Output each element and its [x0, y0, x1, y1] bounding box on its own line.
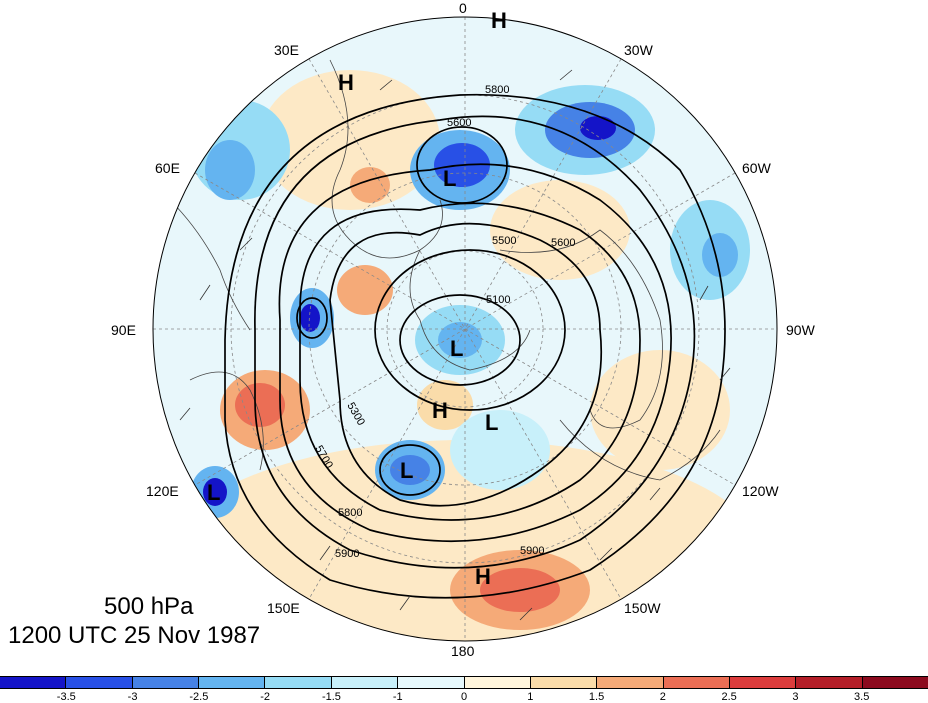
lon-label-120e: 120E [146, 483, 179, 499]
lon-label-180: 180 [451, 643, 475, 659]
lon-label-150e: 150E [267, 600, 300, 616]
colorbar-tick-label: -2 [260, 691, 271, 703]
high-pressure-marker: H [338, 70, 354, 95]
colorbar-cell [464, 677, 531, 688]
contour-label: 5900 [520, 545, 544, 557]
colorbar-cell [0, 677, 67, 688]
colorbar-tick-label: 1.5 [588, 691, 605, 703]
high-pressure-marker: H [491, 8, 507, 33]
colorbar-cell [398, 677, 465, 688]
colorbar [0, 676, 928, 689]
contour-label: 5900 [335, 548, 359, 560]
colorbar-cell [862, 677, 928, 688]
lon-label-0: 0 [459, 0, 467, 16]
geopotential-contours [224, 93, 726, 599]
low-pressure-marker: L [443, 166, 456, 191]
colorbar-tick-label: 2.5 [721, 691, 737, 703]
lon-label-90w: 90W [786, 322, 815, 338]
colorbar-cell [199, 677, 266, 688]
colorbar-tick-label: 3 [792, 691, 799, 703]
lon-label-60e: 60E [155, 160, 180, 176]
graticule [153, 17, 777, 641]
lon-label-60w: 60W [742, 160, 771, 176]
colorbar-tick-label: 2 [659, 691, 666, 703]
colorbar-cell [663, 677, 730, 688]
colorbar-cell [729, 677, 797, 688]
map-boundary [152, 16, 778, 642]
lon-label-30w: 30W [624, 42, 653, 58]
colorbar-cell [796, 677, 863, 688]
pressure-level-title: 500 hPa [104, 593, 194, 620]
colorbar-cell [265, 677, 332, 688]
lon-label-120w: 120W [742, 483, 779, 499]
colorbar-cell [66, 677, 133, 688]
coastlines [169, 59, 721, 481]
contour-label: 5600 [551, 237, 575, 249]
lon-label-90e: 90E [111, 322, 136, 338]
contour-label: 5500 [492, 235, 516, 247]
contour-label: 5100 [486, 294, 510, 306]
low-pressure-marker: L [207, 480, 220, 505]
colorbar-cell [132, 677, 200, 688]
colorbar-tick-label: 0 [460, 691, 468, 703]
colorbar-cell [530, 677, 598, 688]
low-pressure-marker: L [400, 458, 413, 483]
lon-label-150w: 150W [624, 600, 661, 616]
contour-label: 5800 [485, 84, 509, 96]
low-pressure-marker: L [485, 410, 498, 435]
colorbar-tick-label: 3.5 [854, 691, 870, 703]
high-pressure-marker: H [432, 398, 448, 423]
high-pressure-marker: H [475, 564, 491, 589]
colorbar-cell [331, 677, 399, 688]
colorbar-tick-label: -1.5 [321, 691, 341, 703]
colorbar-tick-label: 1 [527, 691, 534, 703]
colorbar-tick-label: -1 [392, 691, 403, 703]
low-pressure-marker: L [450, 336, 463, 361]
colorbar-tick-label: -3 [127, 691, 138, 703]
wind-barbs [179, 69, 731, 621]
contour-label: 5600 [447, 117, 471, 129]
contour-label: 5800 [338, 507, 362, 519]
datetime-title: 1200 UTC 25 Nov 1987 [8, 622, 261, 649]
colorbar-tick-label: -2.5 [189, 691, 209, 703]
lon-label-30e: 30E [274, 42, 299, 58]
colorbar-tick-label: -3.5 [56, 691, 76, 703]
colorbar-cell [597, 677, 664, 688]
